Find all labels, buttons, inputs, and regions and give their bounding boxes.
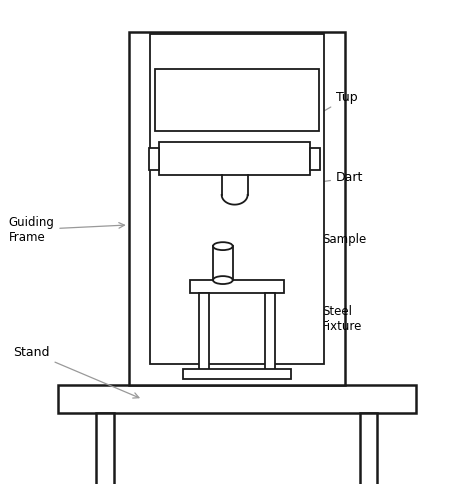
Text: Tup: Tup <box>246 91 357 157</box>
Ellipse shape <box>213 276 233 284</box>
Bar <box>58 385 416 414</box>
Bar <box>159 143 310 175</box>
Text: Sample: Sample <box>240 233 366 254</box>
Text: Stand: Stand <box>13 346 139 398</box>
Text: Steel
Fixture: Steel Fixture <box>279 305 362 333</box>
Bar <box>149 148 159 170</box>
Bar <box>150 34 324 364</box>
Bar <box>310 148 320 170</box>
Bar <box>190 280 284 293</box>
Bar <box>199 293 209 371</box>
Bar <box>128 32 346 385</box>
Bar <box>183 369 291 380</box>
Text: Dart: Dart <box>253 171 364 193</box>
Text: Guiding
Frame: Guiding Frame <box>9 216 125 244</box>
Bar <box>359 414 377 489</box>
Bar <box>213 246 233 280</box>
Bar <box>265 293 275 371</box>
Bar <box>96 414 114 489</box>
Ellipse shape <box>213 242 233 250</box>
Bar <box>155 70 319 131</box>
